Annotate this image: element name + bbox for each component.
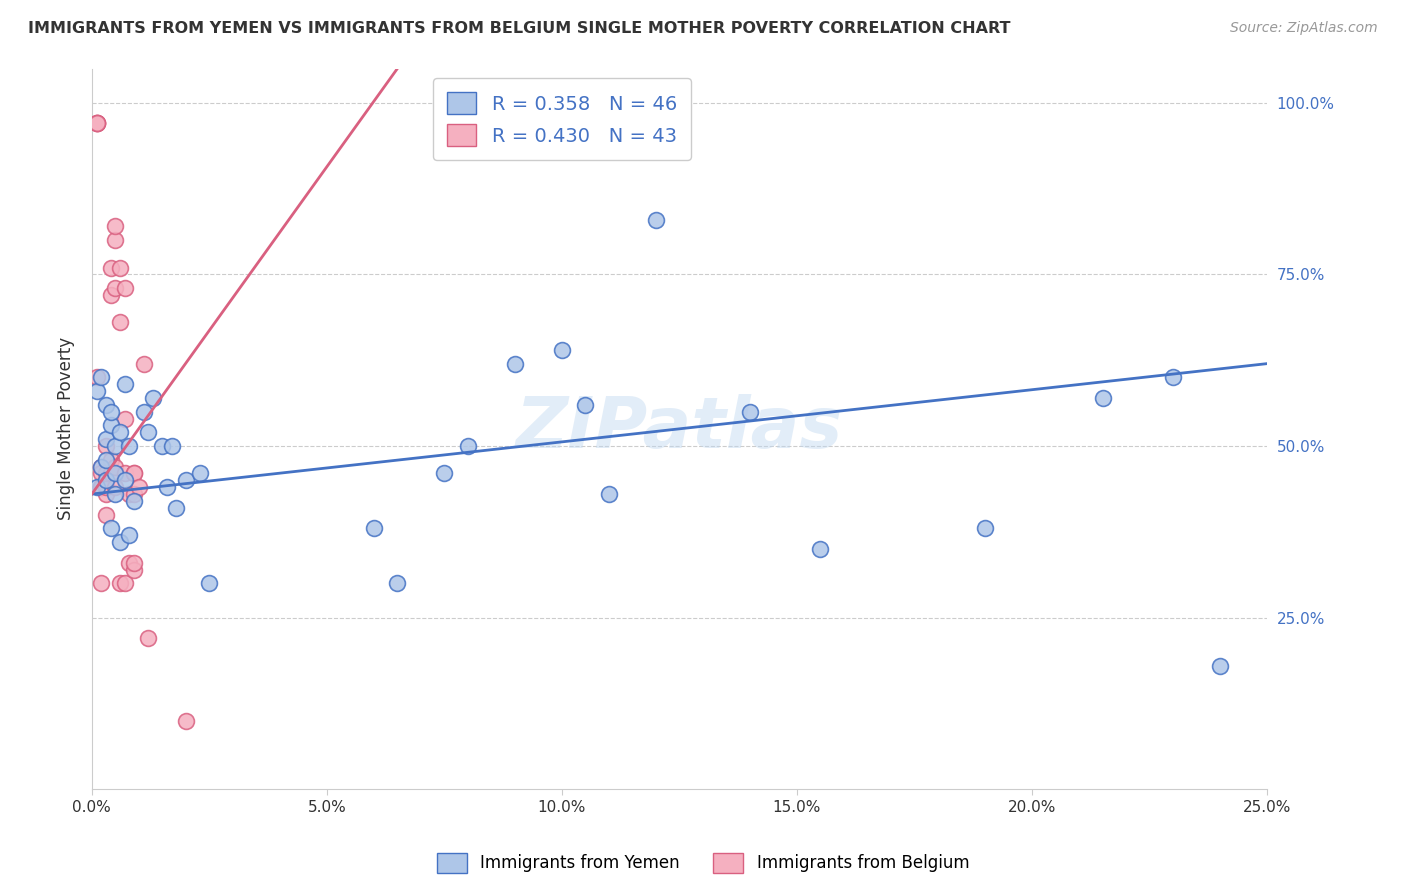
Point bbox=[100, 288, 122, 302]
Point bbox=[94, 508, 117, 522]
Point bbox=[114, 576, 136, 591]
Point bbox=[974, 521, 997, 535]
Text: IMMIGRANTS FROM YEMEN VS IMMIGRANTS FROM BELGIUM SINGLE MOTHER POVERTY CORRELATI: IMMIGRANTS FROM YEMEN VS IMMIGRANTS FROM… bbox=[28, 21, 1011, 36]
Point bbox=[174, 714, 197, 728]
Point bbox=[160, 439, 183, 453]
Point bbox=[122, 556, 145, 570]
Point bbox=[104, 233, 127, 247]
Point bbox=[86, 370, 108, 384]
Point bbox=[574, 398, 596, 412]
Point bbox=[86, 116, 108, 130]
Point bbox=[104, 459, 127, 474]
Point bbox=[86, 116, 108, 130]
Point bbox=[156, 480, 179, 494]
Point bbox=[738, 405, 761, 419]
Point bbox=[108, 535, 131, 549]
Point bbox=[142, 391, 165, 405]
Point bbox=[90, 370, 112, 384]
Text: ZIPatlas: ZIPatlas bbox=[516, 394, 844, 463]
Point bbox=[90, 459, 112, 474]
Point bbox=[108, 425, 131, 440]
Point bbox=[108, 576, 131, 591]
Point bbox=[118, 487, 141, 501]
Point bbox=[90, 480, 112, 494]
Point bbox=[1209, 658, 1232, 673]
Point bbox=[136, 631, 159, 645]
Point bbox=[122, 562, 145, 576]
Point bbox=[100, 521, 122, 535]
Point bbox=[86, 116, 108, 130]
Point bbox=[94, 473, 117, 487]
Point bbox=[114, 467, 136, 481]
Point bbox=[122, 467, 145, 481]
Point bbox=[136, 425, 159, 440]
Point bbox=[104, 467, 127, 481]
Point bbox=[598, 487, 620, 501]
Point bbox=[114, 377, 136, 392]
Point bbox=[94, 452, 117, 467]
Legend: R = 0.358   N = 46, R = 0.430   N = 43: R = 0.358 N = 46, R = 0.430 N = 43 bbox=[433, 78, 690, 160]
Point bbox=[433, 467, 456, 481]
Point bbox=[100, 418, 122, 433]
Point bbox=[122, 467, 145, 481]
Point bbox=[166, 500, 188, 515]
Point bbox=[122, 487, 145, 501]
Point bbox=[114, 281, 136, 295]
Point bbox=[86, 480, 108, 494]
Point bbox=[132, 357, 155, 371]
Point bbox=[86, 116, 108, 130]
Point bbox=[100, 405, 122, 419]
Point bbox=[104, 480, 127, 494]
Point bbox=[457, 439, 479, 453]
Point bbox=[94, 398, 117, 412]
Point bbox=[94, 467, 117, 481]
Point bbox=[174, 473, 197, 487]
Point bbox=[100, 260, 122, 275]
Point bbox=[810, 541, 832, 556]
Point bbox=[104, 487, 127, 501]
Point bbox=[104, 439, 127, 453]
Point bbox=[150, 439, 173, 453]
Point bbox=[90, 480, 112, 494]
Point bbox=[132, 405, 155, 419]
Point bbox=[128, 480, 150, 494]
Point bbox=[94, 432, 117, 446]
Legend: Immigrants from Yemen, Immigrants from Belgium: Immigrants from Yemen, Immigrants from B… bbox=[430, 847, 976, 880]
Point bbox=[503, 357, 526, 371]
Point bbox=[90, 467, 112, 481]
Point bbox=[114, 411, 136, 425]
Point bbox=[387, 576, 409, 591]
Point bbox=[86, 384, 108, 398]
Point bbox=[100, 467, 122, 481]
Point bbox=[94, 439, 117, 453]
Point bbox=[122, 494, 145, 508]
Y-axis label: Single Mother Poverty: Single Mother Poverty bbox=[58, 337, 75, 520]
Point bbox=[1091, 391, 1114, 405]
Point bbox=[94, 487, 117, 501]
Point bbox=[363, 521, 385, 535]
Point bbox=[108, 315, 131, 329]
Point bbox=[104, 281, 127, 295]
Point bbox=[188, 467, 211, 481]
Point bbox=[90, 576, 112, 591]
Point bbox=[645, 212, 668, 227]
Point bbox=[118, 556, 141, 570]
Point bbox=[118, 528, 141, 542]
Point bbox=[100, 452, 122, 467]
Point bbox=[108, 260, 131, 275]
Point bbox=[551, 343, 574, 357]
Point bbox=[90, 459, 112, 474]
Point bbox=[118, 439, 141, 453]
Point bbox=[94, 480, 117, 494]
Point bbox=[90, 480, 112, 494]
Text: Source: ZipAtlas.com: Source: ZipAtlas.com bbox=[1230, 21, 1378, 35]
Point bbox=[104, 219, 127, 234]
Point bbox=[1161, 370, 1184, 384]
Point bbox=[114, 473, 136, 487]
Point bbox=[198, 576, 221, 591]
